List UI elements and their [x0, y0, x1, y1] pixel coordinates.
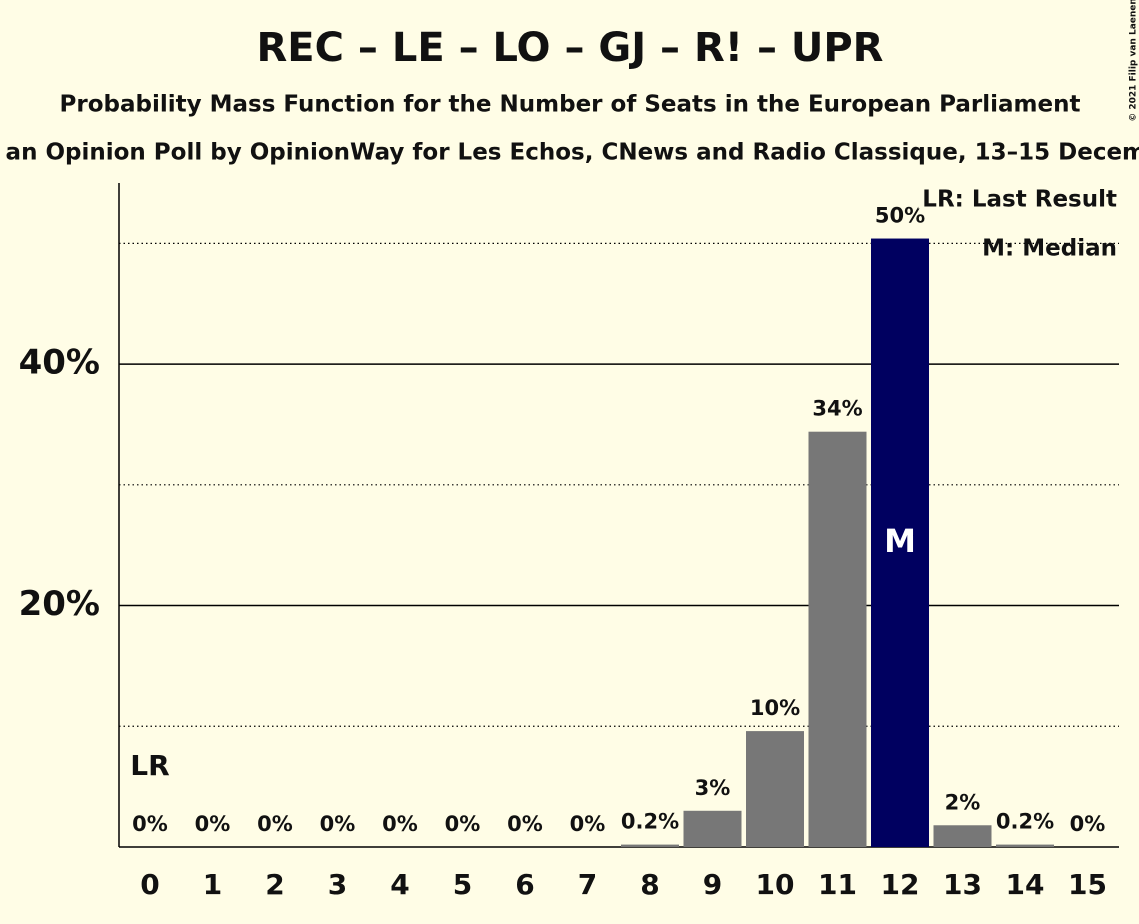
x-tick-label: 15: [1068, 868, 1107, 901]
x-tick-label: 11: [818, 868, 857, 901]
legend-bg: [918, 186, 1119, 209]
bar: [808, 431, 867, 847]
value-label: 0%: [1070, 812, 1106, 836]
value-label-bg: [809, 396, 866, 421]
value-label-bg: [691, 775, 734, 800]
bar: [746, 731, 804, 847]
x-tick-label: 1: [203, 868, 222, 901]
value-label: 3%: [695, 776, 731, 800]
value-label-bg: [129, 812, 171, 836]
x-tick-label: 6: [515, 868, 534, 901]
value-label: 0%: [320, 812, 356, 836]
value-label-bg: [617, 809, 683, 834]
value-label-bg: [992, 809, 1058, 834]
y-tick-label: 20%: [19, 584, 100, 624]
value-label-bg: [316, 812, 359, 836]
value-label: 0%: [257, 812, 293, 836]
value-label: 0%: [570, 812, 606, 836]
y-tick-label: 40%: [19, 343, 100, 383]
bar: [871, 238, 929, 847]
value-label: 34%: [812, 397, 862, 421]
value-label-bg: [441, 812, 484, 836]
value-label: 0%: [507, 812, 543, 836]
value-label: 2%: [945, 790, 981, 814]
value-label-bg: [1066, 812, 1109, 836]
x-tick-label: 0: [140, 868, 159, 901]
value-label: 10%: [750, 696, 800, 720]
chart-title: REC – LE – LO – GJ – R! – UPR: [257, 25, 884, 71]
last-result-marker: LR: [130, 749, 169, 782]
value-label: 0%: [132, 812, 168, 836]
x-tick-label: 9: [703, 868, 722, 901]
chart-subtitle: Probability Mass Function for the Number…: [60, 92, 1081, 118]
value-label-bg: [746, 696, 804, 721]
x-tick-label: 13: [943, 868, 982, 901]
legend-entry: M: Median: [982, 236, 1117, 262]
value-label-bg: [191, 812, 234, 836]
x-tick-label: 14: [1006, 868, 1045, 901]
x-tick-label: 3: [328, 868, 347, 901]
bar: [683, 810, 742, 847]
value-label-bg: [254, 812, 296, 836]
value-label: 0.2%: [621, 810, 679, 834]
value-label: 0%: [382, 812, 418, 836]
x-tick-label: 7: [578, 868, 597, 901]
x-tick-label: 5: [453, 868, 472, 901]
value-label: 0.2%: [996, 810, 1054, 834]
value-label: 0%: [195, 812, 231, 836]
x-tick-label: 12: [881, 868, 920, 901]
legend-entry: LR: Last Result: [922, 187, 1117, 213]
chart-source: Based on an Opinion Poll by OpinionWay f…: [0, 140, 1139, 166]
x-tick-label: 4: [390, 868, 409, 901]
bar: [621, 844, 679, 847]
value-label-bg: [566, 812, 609, 836]
value-label: 0%: [445, 812, 481, 836]
value-label-bg: [941, 790, 984, 815]
copyright: © 2021 Filip van Laenen: [1129, 0, 1139, 122]
x-tick-label: 2: [265, 868, 284, 901]
value-label: 50%: [875, 204, 925, 228]
bar: [933, 825, 992, 847]
value-label-bg: [504, 812, 546, 836]
bar: [996, 844, 1054, 847]
value-label-bg: [379, 812, 421, 836]
x-tick-label: 10: [756, 868, 795, 901]
x-tick-label: 8: [640, 868, 659, 901]
median-marker: M: [884, 522, 916, 560]
